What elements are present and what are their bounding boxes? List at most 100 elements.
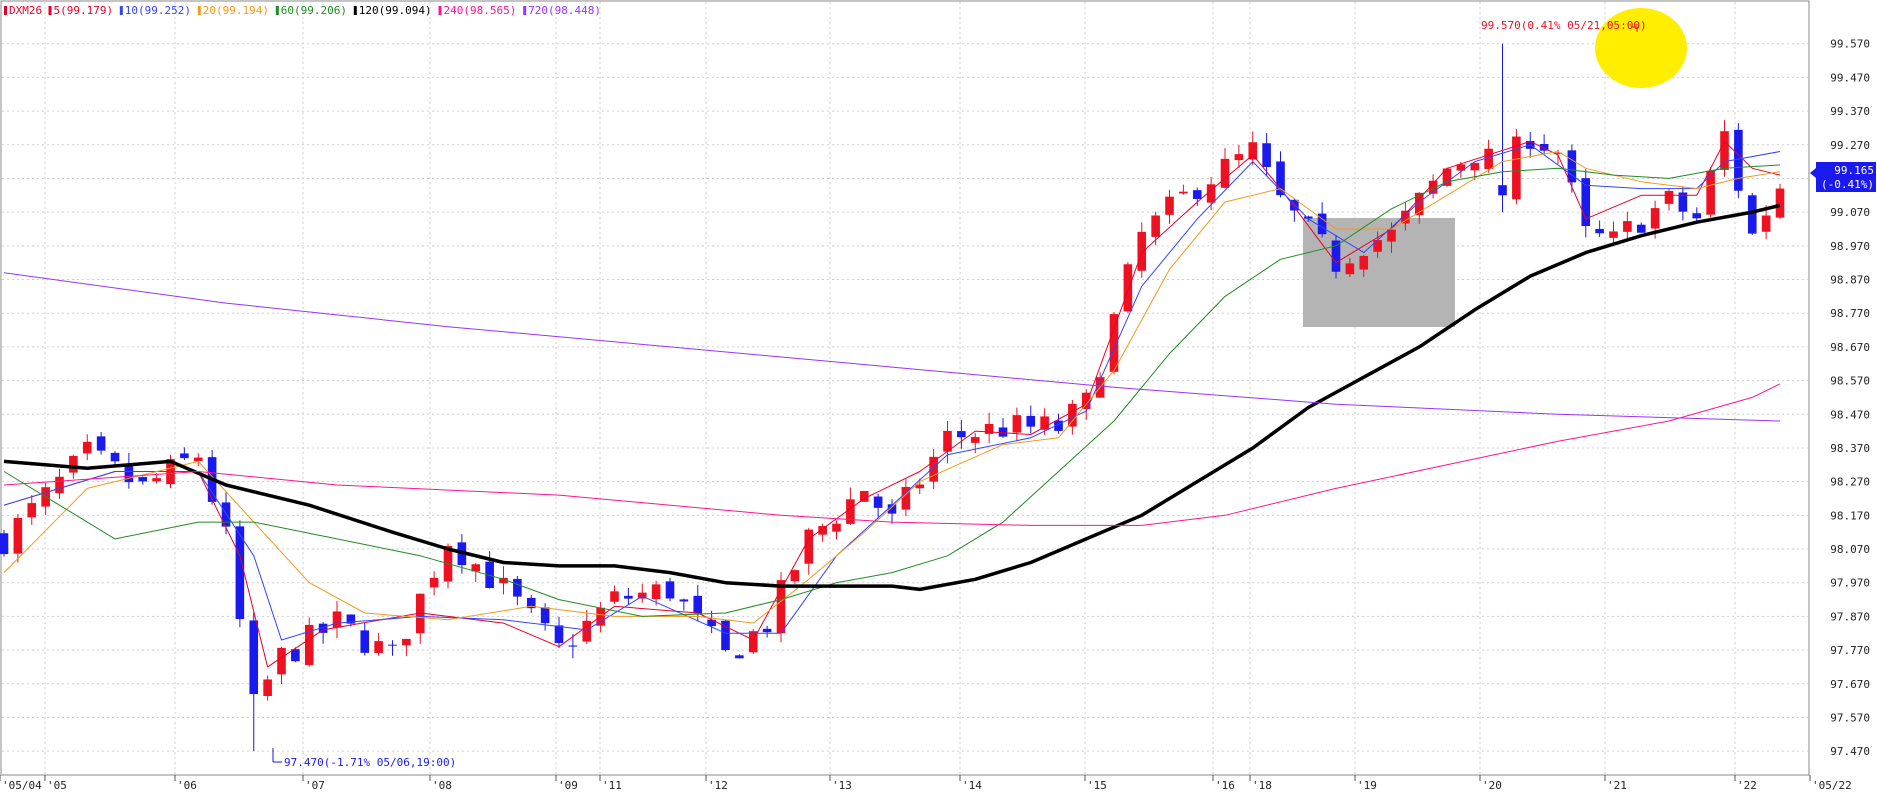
- candle-body: [1165, 196, 1174, 215]
- y-tick-label: 98.070: [1830, 543, 1870, 556]
- y-tick-label: 99.370: [1830, 105, 1870, 118]
- candle-body: [1068, 403, 1077, 427]
- candle-body: [221, 502, 231, 527]
- candle-body: [263, 679, 272, 697]
- candle-body: [776, 580, 786, 634]
- candle-body: [318, 623, 328, 633]
- x-tick-label: '05/22: [1812, 779, 1852, 792]
- candle-body: [984, 423, 994, 434]
- candle-body: [735, 655, 744, 659]
- candle-body: [1539, 143, 1549, 151]
- x-tick-label: '14: [962, 779, 982, 792]
- grid: [2, 2, 1808, 775]
- candle-body: [1303, 216, 1313, 219]
- highlight-box: [1303, 218, 1455, 327]
- candle-body: [110, 452, 120, 462]
- y-tick-label: 98.270: [1830, 476, 1870, 489]
- candle-body: [1761, 215, 1771, 232]
- candle-body: [1387, 229, 1396, 242]
- candle-body: [1442, 168, 1452, 186]
- legend-label: 120(99.094): [359, 4, 432, 17]
- candle-body: [332, 611, 342, 628]
- x-tick-label: '20: [1482, 779, 1502, 792]
- ma-line-120: [3, 203, 1781, 592]
- candle-body: [637, 592, 647, 599]
- legend-swatch: [523, 6, 527, 15]
- x-tick-label: '12: [708, 779, 728, 792]
- candle-body: [721, 620, 730, 651]
- candle-body: [1151, 215, 1160, 237]
- candle-body: [1664, 190, 1674, 204]
- candle-body: [790, 570, 800, 582]
- candle-body: [540, 607, 550, 624]
- candle-body: [554, 625, 564, 643]
- candle-body: [513, 578, 522, 597]
- candle-body: [901, 486, 911, 510]
- x-axis: '05/04 '05 '06 '07 '08 '09 '11 '12 '13 '14 '15 '16 '…: [0, 775, 1852, 792]
- x-tick-label: '06: [177, 779, 197, 792]
- candle-body: [887, 504, 897, 514]
- legend-label: 240(98.565): [444, 4, 517, 17]
- y-tick-label: 99.470: [1830, 71, 1870, 84]
- candle-body: [998, 427, 1008, 437]
- x-tick-label: '13: [832, 779, 852, 792]
- candle-body: [679, 599, 689, 602]
- candle-body: [291, 649, 300, 662]
- candle-body: [402, 638, 411, 646]
- candle-body: [0, 533, 9, 555]
- last-change: (-0.41%): [1821, 178, 1874, 191]
- candle-body: [138, 477, 148, 482]
- candle-body: [1262, 143, 1271, 167]
- candle-body: [1484, 148, 1493, 169]
- last-price: 99.165: [1834, 164, 1874, 177]
- candle-body: [651, 584, 661, 600]
- candle-body: [1123, 264, 1133, 312]
- candle-body: [485, 561, 494, 589]
- x-tick-label: '18: [1252, 779, 1272, 792]
- x-tick-label: '09: [558, 779, 578, 792]
- y-tick-label: 97.970: [1830, 577, 1870, 590]
- legend-swatch: [197, 6, 201, 15]
- candle-body: [1692, 213, 1702, 219]
- legend-swatch: [119, 6, 123, 15]
- candle-body: [1040, 416, 1049, 430]
- candle-body: [1512, 136, 1521, 200]
- candle-body: [1470, 162, 1480, 171]
- y-tick-label: 98.370: [1830, 442, 1870, 455]
- low-label: 97.470(-1.71% 05/06,19:00): [284, 756, 456, 769]
- x-tick-label: '19: [1357, 779, 1377, 792]
- candle-body: [846, 499, 855, 524]
- legend-label: 10(99.252): [125, 4, 191, 17]
- candle-body: [804, 529, 814, 564]
- candle-body: [693, 595, 703, 614]
- legend-label: 720(98.448): [528, 4, 601, 17]
- candle-body: [82, 441, 92, 454]
- candle-body: [1248, 142, 1258, 160]
- legend-swatch: [438, 6, 442, 15]
- candle-body: [1414, 192, 1424, 216]
- high-annotation: 99.570(0.41% 05/21,05:00): [1481, 19, 1647, 32]
- candle-body: [1109, 314, 1119, 372]
- candle-body: [193, 457, 203, 462]
- candle-body: [1734, 129, 1743, 191]
- candles: [0, 43, 1785, 752]
- candle-body: [1373, 240, 1382, 252]
- ma-line-5: [3, 140, 1781, 668]
- candle-body: [1581, 178, 1591, 227]
- candle-body: [929, 456, 938, 482]
- candle-body: [152, 478, 161, 482]
- candle-body: [1317, 213, 1327, 235]
- y-tick-label: 98.770: [1830, 307, 1870, 320]
- candle-body: [526, 597, 536, 609]
- candle-body: [1331, 240, 1341, 272]
- candle-body: [499, 577, 508, 584]
- candle-body: [1720, 131, 1729, 170]
- candle-body: [1747, 195, 1757, 234]
- candle-body: [1650, 208, 1660, 229]
- candle-body: [568, 645, 578, 647]
- x-tick-label: '22: [1737, 779, 1757, 792]
- candle-body: [346, 614, 356, 624]
- y-tick-label: 97.470: [1830, 745, 1870, 758]
- candle-body: [818, 526, 827, 535]
